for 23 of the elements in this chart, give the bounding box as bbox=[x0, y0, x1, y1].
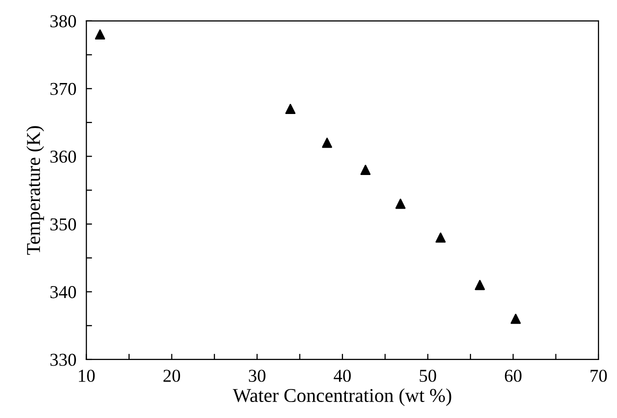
y-axis-title: Temperature (K) bbox=[26, 126, 44, 255]
y-tick-label: 380 bbox=[50, 15, 76, 28]
x-tick-label: 60 bbox=[504, 370, 522, 382]
point bbox=[474, 280, 485, 290]
y-tick-label: 360 bbox=[50, 150, 76, 163]
x-tick-label: 70 bbox=[590, 370, 607, 382]
point bbox=[436, 232, 446, 243]
y-tick-label: 340 bbox=[50, 286, 76, 298]
point bbox=[94, 29, 106, 40]
y-tick-label: 330 bbox=[50, 354, 76, 366]
point bbox=[285, 104, 296, 114]
x-axis-title: Water Concentration (wt %) bbox=[232, 388, 452, 406]
x-tick-label: 10 bbox=[78, 370, 95, 382]
x-tick-label: 40 bbox=[334, 370, 351, 382]
y-tick-label: 370 bbox=[50, 82, 76, 96]
y-tick-label: 350 bbox=[50, 218, 76, 230]
x-tick-label: 30 bbox=[248, 370, 266, 382]
point bbox=[322, 138, 332, 148]
point bbox=[360, 164, 371, 175]
point bbox=[395, 198, 406, 209]
x-tick-label: 20 bbox=[163, 370, 180, 382]
x-tick-label: 50 bbox=[420, 370, 436, 382]
point bbox=[510, 314, 521, 324]
